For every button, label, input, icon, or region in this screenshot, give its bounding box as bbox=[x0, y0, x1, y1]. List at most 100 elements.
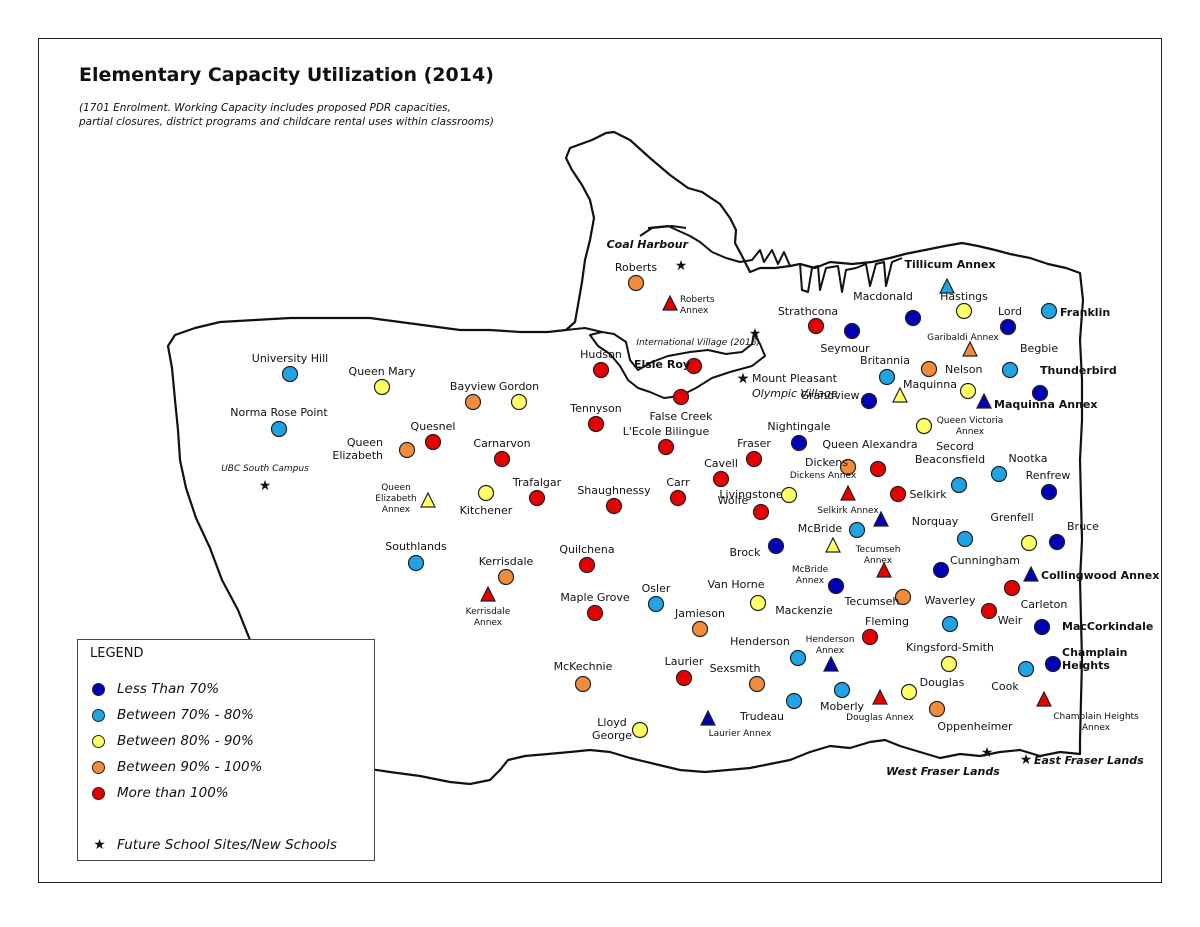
school-label: Fleming bbox=[865, 615, 909, 628]
school-roberts: Roberts bbox=[615, 261, 657, 292]
star-icon: ★ bbox=[737, 371, 750, 387]
school-label: Douglas bbox=[920, 676, 965, 689]
school-label: Gordon bbox=[499, 380, 539, 393]
school-label: Thunderbird bbox=[1040, 364, 1117, 377]
school-label: Seymour bbox=[820, 342, 870, 355]
circle-icon bbox=[92, 760, 105, 774]
school-label: Franklin bbox=[1060, 306, 1110, 319]
school-champlain-heights-annex: Champlain Heights Annex bbox=[1036, 690, 1139, 733]
triangle-icon bbox=[939, 277, 955, 294]
triangle-icon bbox=[700, 709, 716, 726]
school-label: Van Horne bbox=[708, 578, 765, 591]
legend-item-gt100: More than 100% bbox=[92, 783, 229, 803]
school-label: McBride bbox=[798, 522, 843, 535]
circle-icon bbox=[672, 388, 690, 406]
legend-label: Between 80% - 90% bbox=[117, 733, 254, 749]
school-tillicum-annex: Tillicum Annex bbox=[905, 258, 995, 294]
school-label: Tecumseh Annex bbox=[855, 545, 901, 566]
circle-icon bbox=[424, 433, 442, 451]
star-icon: ★ bbox=[675, 258, 688, 274]
circle-icon bbox=[578, 556, 596, 574]
school-grenfell: Grenfell bbox=[990, 511, 1038, 552]
circle-icon bbox=[940, 655, 958, 673]
school-label: Britannia bbox=[860, 354, 910, 367]
school-label: Kingsford-Smith bbox=[906, 641, 994, 654]
future-site-olympic-village: ★Olympic Village bbox=[737, 371, 838, 400]
legend: LEGEND Less Than 70% Between 70% - 80% B… bbox=[77, 639, 375, 861]
circle-icon bbox=[955, 302, 973, 320]
legend-item-future: ★ Future School Sites/New Schools bbox=[92, 835, 337, 855]
school-label: Henderson Annex bbox=[806, 635, 855, 656]
school-label: Collingwood Annex bbox=[1041, 569, 1159, 582]
school-label: Begbie bbox=[1020, 342, 1058, 355]
school-label: Kerrisdale bbox=[479, 555, 534, 568]
school-seymour: Seymour bbox=[820, 322, 870, 355]
school-livingstone: Livingstone bbox=[719, 486, 798, 504]
circle-icon bbox=[92, 682, 105, 696]
school-carleton: Carleton bbox=[1003, 579, 1067, 611]
circle-icon bbox=[510, 393, 528, 411]
legend-item-70-80: Between 70% - 80% bbox=[92, 705, 254, 725]
school-label: Brock bbox=[730, 546, 762, 559]
school-queen-victoria-annex: Queen Victoria Annex bbox=[892, 386, 1003, 437]
school-label: Laurier Annex bbox=[709, 729, 772, 739]
circle-icon bbox=[848, 521, 866, 539]
school-lord: Lord bbox=[998, 305, 1022, 336]
circle-icon bbox=[647, 595, 665, 613]
school-university-hill: University Hill bbox=[252, 352, 328, 383]
school-label: Tecumseh bbox=[844, 595, 900, 608]
school-label: Kitchener bbox=[460, 504, 513, 517]
school-label: Nightingale bbox=[767, 420, 830, 433]
school-label: Bruce bbox=[1067, 520, 1099, 533]
school-brock: Brock bbox=[730, 537, 785, 559]
school-label: Weir bbox=[998, 614, 1023, 627]
school-label: Queen Elizabeth Annex bbox=[375, 483, 416, 515]
coal-harbour-shore bbox=[639, 225, 687, 237]
circle-icon bbox=[712, 470, 730, 488]
school-label: Queen Alexandra bbox=[822, 438, 917, 451]
school-queen-elizabeth-annex: Queen Elizabeth Annex bbox=[375, 483, 436, 515]
school-label: Carr bbox=[666, 476, 690, 489]
school-jamieson: Jamieson bbox=[674, 607, 725, 638]
triangle-icon bbox=[892, 386, 908, 403]
circle-icon bbox=[780, 486, 798, 504]
triangle-icon bbox=[840, 484, 856, 501]
legend-label: Future School Sites/New Schools bbox=[117, 837, 337, 853]
school-label: Queen Elizabeth bbox=[332, 436, 383, 462]
school-laurier: Laurier bbox=[665, 655, 704, 687]
star-icon: ★ bbox=[737, 371, 750, 387]
school-henderson: Henderson bbox=[730, 635, 807, 667]
school-beaconsfield: Beaconsfield bbox=[915, 453, 985, 494]
circle-icon bbox=[669, 489, 687, 507]
future-site-mount-pleasant: ★ Mount Pleasant bbox=[737, 371, 838, 387]
school-label: Maple Grove bbox=[560, 591, 630, 604]
school-label: Garibaldi Annex bbox=[927, 333, 999, 343]
school-bruce: Bruce bbox=[1048, 520, 1099, 551]
circle-icon bbox=[1001, 361, 1019, 379]
circle-icon bbox=[605, 497, 623, 515]
circle-icon bbox=[373, 378, 391, 396]
school-trafalgar: Trafalgar bbox=[512, 476, 562, 507]
school-label: Moberly bbox=[820, 700, 865, 713]
school-norma-rose-point: Norma Rose Point bbox=[230, 406, 328, 438]
circle-icon bbox=[281, 365, 299, 383]
circle-icon bbox=[843, 322, 861, 340]
future-site-coal-harbour: ★ Coal Harbour bbox=[607, 238, 689, 274]
school-label: Dickens Annex bbox=[790, 471, 857, 481]
school-label: Trafalgar bbox=[512, 476, 562, 489]
star-icon: ★ bbox=[749, 326, 762, 342]
school-carr: Carr bbox=[666, 476, 690, 507]
school-weir: Weir bbox=[980, 602, 1023, 627]
circle-icon bbox=[869, 460, 887, 478]
school-queen-alexandra: Queen Alexandra bbox=[822, 438, 918, 478]
school-label: Dickens bbox=[805, 456, 848, 469]
school-label: Fraser bbox=[737, 437, 771, 450]
school-label: Champlain Heights Annex bbox=[1053, 712, 1139, 733]
future-site-ubc-south-campus: ★ UBC South Campus bbox=[221, 464, 309, 494]
school-gordon: Gordon bbox=[499, 380, 539, 411]
circle-icon bbox=[675, 669, 693, 687]
legend-item-80-90: Between 80% - 90% bbox=[92, 731, 254, 751]
legend-title: LEGEND bbox=[90, 646, 144, 661]
circle-icon bbox=[627, 274, 645, 292]
